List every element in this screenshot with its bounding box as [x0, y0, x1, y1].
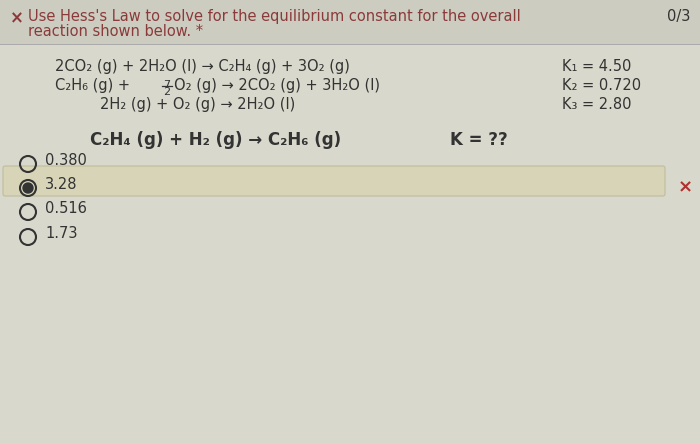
Text: 0.380: 0.380	[45, 153, 87, 168]
FancyBboxPatch shape	[3, 166, 665, 196]
Text: 2CO₂ (g) + 2H₂O (l) → C₂H₄ (g) + 3O₂ (g): 2CO₂ (g) + 2H₂O (l) → C₂H₄ (g) + 3O₂ (g)	[55, 59, 350, 74]
Text: K₂ = 0.720: K₂ = 0.720	[562, 78, 641, 93]
Text: 0/3: 0/3	[666, 9, 690, 24]
FancyBboxPatch shape	[0, 0, 700, 44]
Text: C₂H₄ (g) + H₂ (g) → C₂H₆ (g): C₂H₄ (g) + H₂ (g) → C₂H₆ (g)	[90, 131, 341, 149]
Text: ×: ×	[678, 178, 693, 196]
Text: 2H₂ (g) + O₂ (g) → 2H₂O (l): 2H₂ (g) + O₂ (g) → 2H₂O (l)	[100, 97, 295, 112]
Text: ×: ×	[10, 9, 24, 27]
Text: C₂H₆ (g) +: C₂H₆ (g) +	[55, 78, 134, 93]
Text: 0.516: 0.516	[45, 201, 87, 216]
Text: 7: 7	[163, 80, 170, 90]
Text: 1.73: 1.73	[45, 226, 78, 241]
Text: K = ??: K = ??	[450, 131, 508, 149]
Text: K₁ = 4.50: K₁ = 4.50	[562, 59, 631, 74]
Text: reaction shown below. *: reaction shown below. *	[28, 24, 203, 39]
Text: K₃ = 2.80: K₃ = 2.80	[562, 97, 631, 112]
Text: Use Hess's Law to solve for the equilibrium constant for the overall: Use Hess's Law to solve for the equilibr…	[28, 9, 521, 24]
Text: 3.28: 3.28	[45, 177, 78, 192]
Circle shape	[23, 183, 33, 193]
Text: 2: 2	[163, 87, 170, 97]
Text: O₂ (g) → 2CO₂ (g) + 3H₂O (l): O₂ (g) → 2CO₂ (g) + 3H₂O (l)	[174, 78, 380, 93]
